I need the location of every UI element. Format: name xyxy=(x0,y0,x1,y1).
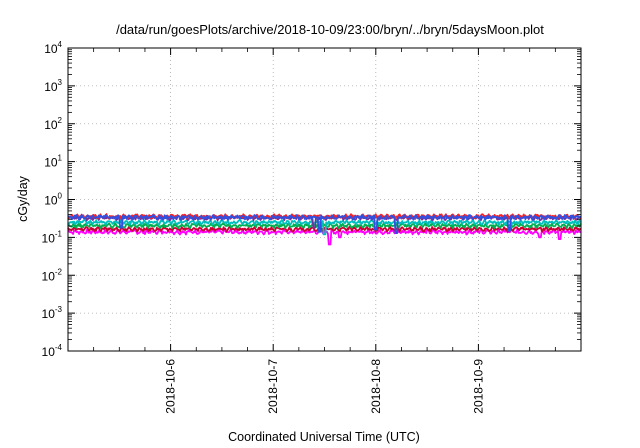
y-tick-label: 10-4 xyxy=(42,343,63,359)
y-tick-label: 10-1 xyxy=(42,229,63,245)
series-line xyxy=(67,222,582,230)
series-line xyxy=(67,214,582,235)
y-tick-label: 103 xyxy=(44,78,62,94)
x-axis-label: Coordinated Universal Time (UTC) xyxy=(228,430,420,444)
y-tick-label: 10-2 xyxy=(42,267,63,283)
y-tick-label: 10-3 xyxy=(42,305,63,321)
y-tick-base: 10 xyxy=(42,269,56,283)
y-tick-exponent: -4 xyxy=(55,343,63,352)
y-tick-exponent: 3 xyxy=(58,78,63,87)
series-line xyxy=(67,228,582,246)
grid xyxy=(68,48,581,351)
y-tick-base: 10 xyxy=(44,118,58,132)
x-tick-label: 2018-10-8 xyxy=(369,359,383,414)
y-tick-exponent: 2 xyxy=(58,116,63,125)
series-group xyxy=(67,213,582,246)
y-tick-exponent: -2 xyxy=(55,267,63,276)
x-tick-label: 2018-10-9 xyxy=(471,359,485,414)
y-tick-label: 104 xyxy=(44,40,62,56)
y-tick-base: 10 xyxy=(44,80,58,94)
chart-title: /data/run/goesPlots/archive/2018-10-09/2… xyxy=(116,22,544,37)
series-line xyxy=(67,219,582,236)
y-tick-base: 10 xyxy=(44,194,58,208)
y-tick-base: 10 xyxy=(42,345,56,359)
x-axis-ticks: 2018-10-6 2018-10-7 2018-10-8 2018-10-9 xyxy=(93,48,556,414)
y-tick-base: 10 xyxy=(42,231,56,245)
series-line xyxy=(67,225,582,233)
y-tick-exponent: 0 xyxy=(58,192,63,201)
y-axis-label: cGy/day xyxy=(16,175,30,222)
y-tick-base: 10 xyxy=(44,42,58,56)
x-tick-label: 2018-10-6 xyxy=(164,359,178,414)
y-tick-label: 100 xyxy=(44,192,62,208)
y-tick-exponent: 4 xyxy=(58,40,63,49)
y-tick-base: 10 xyxy=(44,156,58,170)
y-tick-label: 101 xyxy=(44,154,62,170)
y-tick-base: 10 xyxy=(42,307,56,321)
x-tick-label: 2018-10-7 xyxy=(266,359,280,414)
y-tick-label: 102 xyxy=(44,116,62,132)
y-tick-exponent: -3 xyxy=(55,305,63,314)
y-tick-exponent: 1 xyxy=(58,154,63,163)
y-tick-exponent: -1 xyxy=(55,229,63,238)
